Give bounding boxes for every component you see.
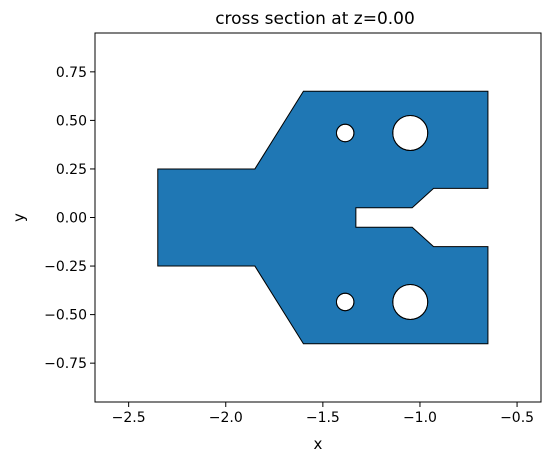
x-tick-label: −2.5 bbox=[112, 410, 146, 426]
chart-title: cross section at z=0.00 bbox=[215, 9, 415, 29]
plot-frame bbox=[94, 32, 542, 403]
y-axis-ticks: 0.75 0.50 0.25 0.00 −0.25 −0.50 −0.75 bbox=[44, 65, 95, 372]
y-tick-label: −0.25 bbox=[44, 259, 87, 275]
y-tick-label: 0.75 bbox=[56, 65, 87, 81]
hole-4 bbox=[392, 284, 429, 320]
x-tick-label: −2.0 bbox=[209, 410, 243, 426]
hole-2 bbox=[392, 115, 429, 151]
y-tick-label: 0.00 bbox=[56, 211, 87, 227]
x-axis-label: x bbox=[314, 435, 323, 453]
y-axis-label: y bbox=[10, 213, 28, 222]
x-tick-label: −1.5 bbox=[306, 410, 340, 426]
cross-section-shape bbox=[157, 90, 489, 345]
y-tick-label: −0.75 bbox=[44, 356, 87, 372]
x-axis-ticks: −2.5 −2.0 −1.5 −1.0 −0.5 bbox=[112, 402, 534, 426]
y-tick-label: 0.25 bbox=[56, 162, 87, 178]
hole-1 bbox=[335, 123, 355, 143]
x-tick-label: −0.5 bbox=[500, 410, 534, 426]
x-tick-label: −1.0 bbox=[403, 410, 437, 426]
y-tick-label: 0.50 bbox=[56, 113, 87, 129]
shape-polygon bbox=[157, 90, 489, 345]
hole-3 bbox=[335, 292, 355, 312]
y-tick-label: −0.50 bbox=[44, 308, 87, 324]
